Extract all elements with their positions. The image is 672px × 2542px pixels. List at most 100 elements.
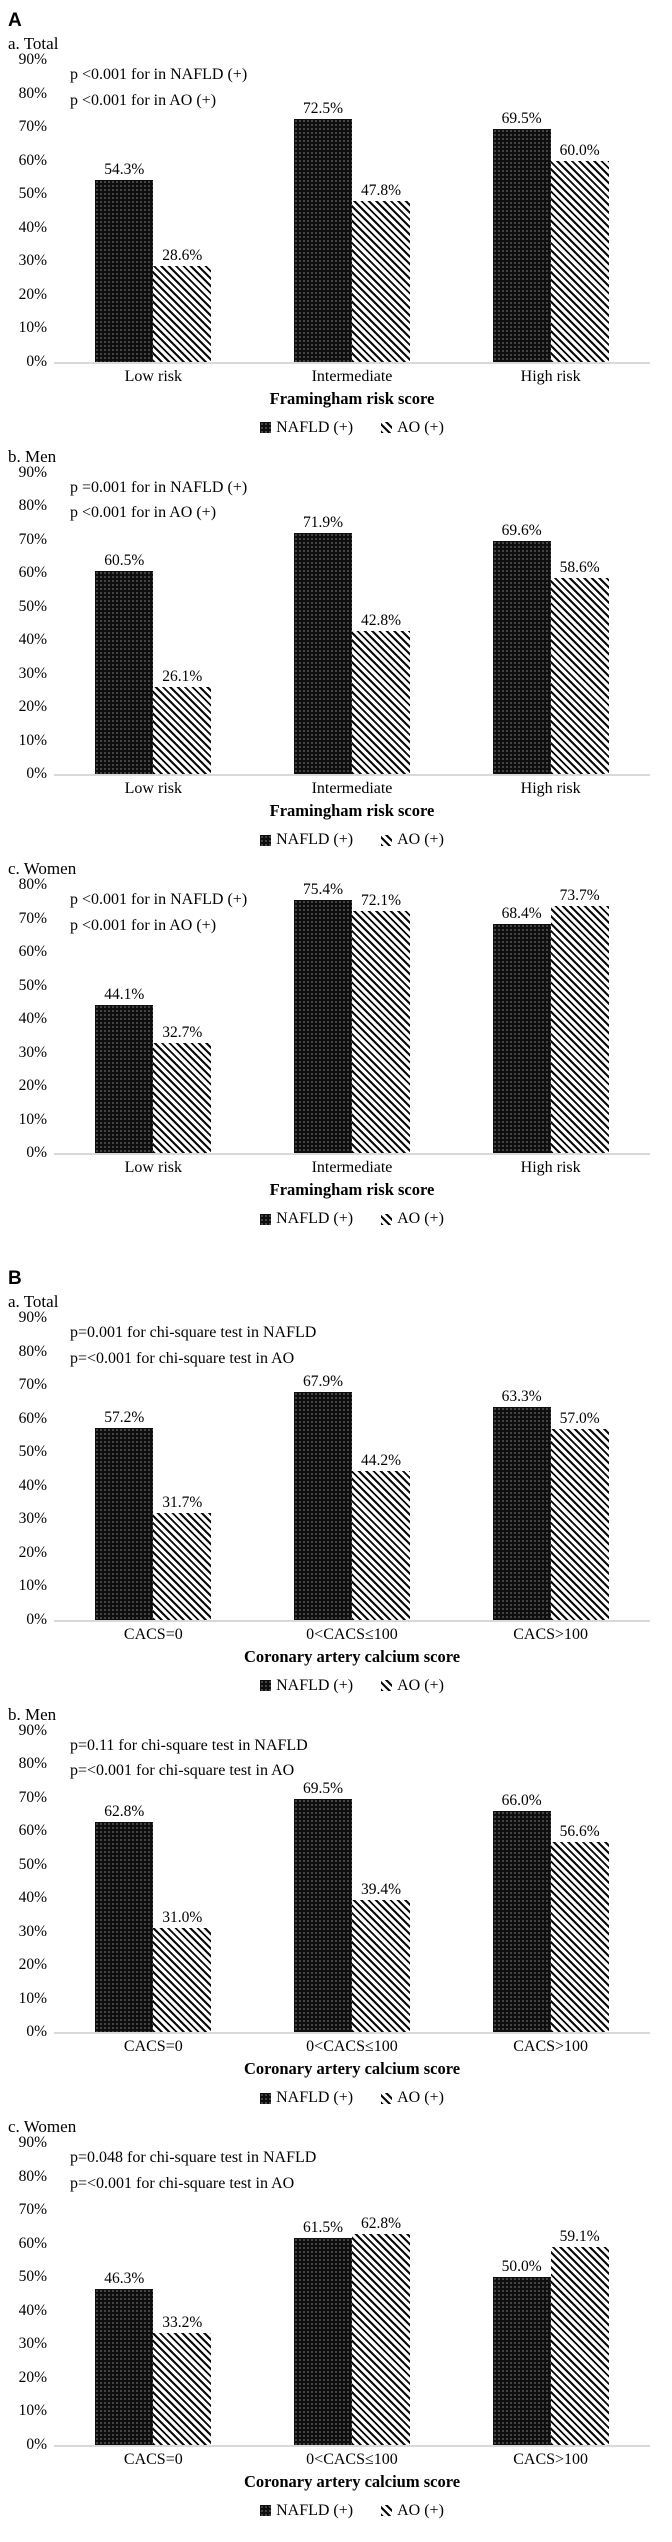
p-value-line: p <0.001 for in NAFLD (+) [70,891,248,908]
bar-with-label: 61.5% [293,2219,352,2445]
chart-subtitle: c. Women [8,859,77,878]
y-tick-label: 40% [18,1476,47,1494]
ao-legend-marker-icon [381,2092,393,2104]
bar-value-label: 72.1% [360,892,401,910]
x-tick-label: CACS=0 [123,1625,183,1643]
x-axis-labels: CACS=0 0<CACS≤100 CACS>100 [54,2451,650,2469]
ao-legend-marker-icon [381,422,393,433]
bar-value-label: 63.3% [501,1388,542,1406]
legend-label: NAFLD (+) [276,418,354,436]
bar-value-label: 56.6% [559,1823,600,1841]
bar-ao [351,201,410,362]
bar-value-label: 69.5% [302,1780,343,1798]
ao-legend-marker-icon [381,2505,393,2516]
chart-a-women: c. Women 0% 10% 20% 30% 40% 50% 60% 70% 80% p <0… [8,859,672,1228]
y-tick-label: 30% [18,1922,47,1940]
y-tick-label: 90% [18,463,47,481]
bar-with-label: 42.8% [351,612,410,774]
bar-with-label: 71.9% [293,514,352,774]
bar-with-label: 57.0% [550,1410,609,1620]
legend-item: AO (+) [381,419,444,437]
bar-ao [351,911,410,1153]
ao-legend-marker-icon [381,1680,393,1691]
chart-b-women: c. Women 0% 10% 20% 30% 40% 50% 60% 70% 80% 90% p… [8,2117,672,2520]
bar-ao [550,577,609,774]
chart-subtitle: a. Total [8,34,59,53]
legend-item: NAFLD (+) [260,419,353,437]
bar-nafld [95,1005,154,1153]
bar-nafld [95,2289,154,2445]
bar-group: 54.3% 28.6% [65,161,241,362]
p-value-line: p=<0.001 for chi-square test in AO [70,1762,295,1780]
bar-with-label: 63.3% [492,1388,551,1620]
bar-value-label: 60.5% [104,552,145,570]
y-tick-label: 20% [18,1956,47,1973]
bar-nafld [492,128,551,362]
bar-nafld [293,1392,352,1620]
bar-with-label: 69.6% [492,521,551,774]
bar-with-label: 31.7% [153,1494,212,1620]
plot-area: p=0.001 for chi-square test in NAFLD p=<0… [54,1318,650,1622]
y-tick-label: 20% [18,1077,47,1094]
x-tick-label: High risk [520,780,581,797]
chart-b-total: a. Total 0% 10% 20% 30% 40% 50% 60% 70% 80% 90% p… [8,1292,672,1695]
y-tick-label: 30% [18,252,47,269]
bar-with-label: 60.0% [550,142,609,362]
plot-area: p=0.048 for chi-square test in NAFLD p=<0… [54,2143,650,2447]
y-tick-label: 80% [18,876,47,893]
bar-with-label: 73.7% [550,887,609,1153]
y-tick-label: 10% [18,2402,47,2419]
x-tick-label: 0<CACS≤100 [306,2038,398,2055]
bar-value-label: 26.1% [162,667,203,685]
y-tick-label: 50% [18,1855,47,1873]
y-tick-label: 40% [18,631,47,648]
bar-value-label: 69.6% [501,521,542,539]
y-tick-label: 40% [18,2301,47,2319]
bar-with-label: 67.9% [293,1373,352,1620]
panel-a-label: A [8,10,22,31]
bar-with-label: 31.0% [153,1909,212,2032]
y-axis: 0% 10% 20% 30% 40% 50% 60% 70% 80% 90% [8,2134,54,2453]
x-tick-label: Low risk [124,780,182,797]
bar-value-label: 28.6% [162,246,203,264]
y-tick-label: 90% [18,1309,47,1326]
bar-with-label: 54.3% [95,161,154,362]
legend-item: AO (+) [381,2502,444,2520]
bar-value-label: 58.6% [559,558,600,576]
bar-with-label: 60.5% [95,552,154,774]
y-tick-label: 0% [26,1610,47,1628]
bar-with-label: 57.2% [95,1409,154,1620]
bar-nafld [293,118,352,362]
bar-with-label: 72.5% [293,100,352,362]
bar-ao [351,2234,410,2445]
x-tick-label: High risk [520,1159,581,1176]
bar-ao [153,2333,212,2445]
x-tick-label: High risk [520,367,581,385]
bar-ao [351,1471,410,1620]
y-tick-label: 30% [18,1043,47,1061]
legend: NAFLD (+) AO (+) [54,1210,650,1228]
legend-label: AO (+) [397,831,444,848]
bar-value-label: 44.2% [360,1452,401,1470]
y-tick-label: 70% [18,530,47,548]
y-tick-label: 10% [18,731,47,749]
bar-with-label: 46.3% [95,2270,154,2445]
bar-value-label: 46.3% [104,2270,145,2288]
bar-group: 69.5% 60.0% [463,110,639,362]
bar-with-label: 47.8% [351,182,410,362]
legend-label: AO (+) [397,418,444,436]
bar-nafld [293,900,352,1153]
legend-label: NAFLD (+) [276,2089,354,2106]
y-tick-label: 70% [18,2201,47,2218]
y-tick-label: 60% [18,2234,47,2252]
bar-nafld [95,571,154,774]
bar-with-label: 56.6% [550,1823,609,2032]
bar-ao [153,1513,212,1620]
legend-label: AO (+) [397,2501,444,2519]
bar-group: 63.3% 57.0% [463,1388,639,1620]
x-axis-title: Framingham risk score [269,388,435,408]
bar-group: 67.9% 44.2% [264,1373,440,1620]
chart-a-total: a. Total 0% 10% 20% 30% 40% 50% 60% 70% 80% 90% p… [8,34,672,437]
bar-with-label: 39.4% [351,1881,410,2032]
